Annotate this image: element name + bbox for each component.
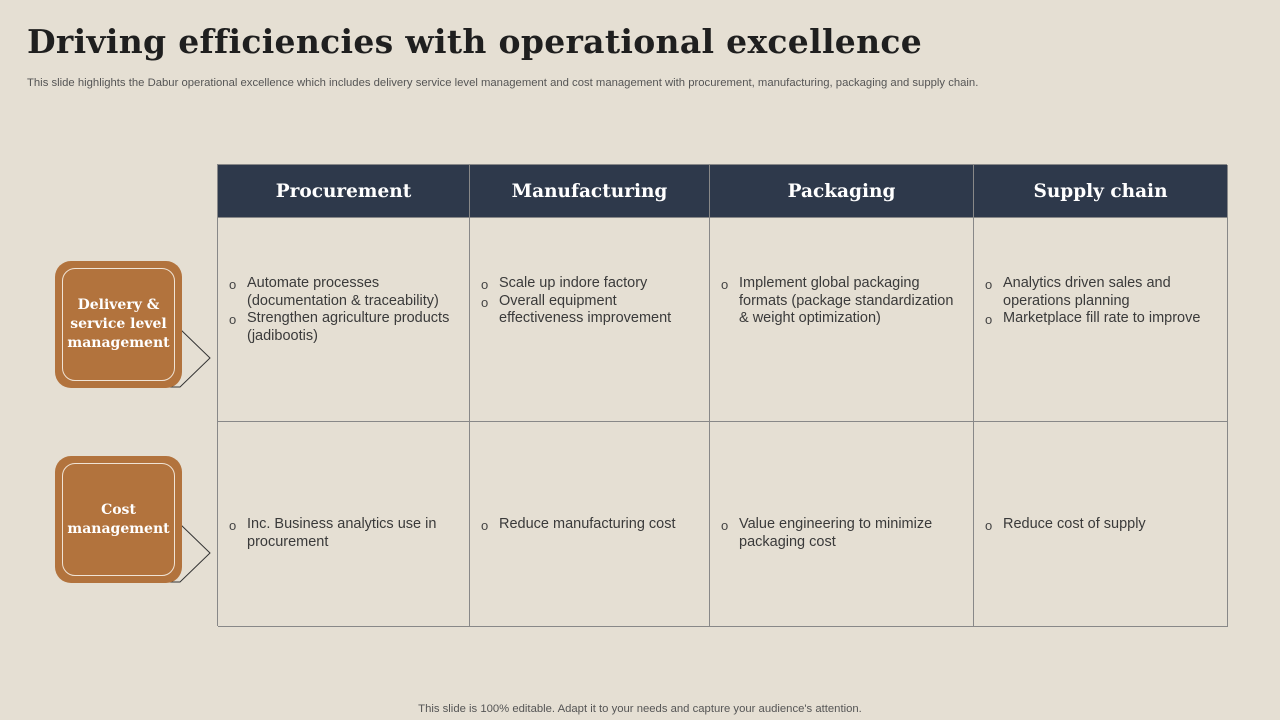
column-header: Packaging <box>710 165 974 218</box>
bullet-list: Automate processes (documentation & trac… <box>229 275 461 345</box>
bullet-item: Reduce cost of supply <box>985 516 1219 534</box>
table-cell: Inc. Business analytics use in procureme… <box>218 422 470 627</box>
bullet-list: Value engineering to minimize packaging … <box>721 516 965 551</box>
footer-note: This slide is 100% editable. Adapt it to… <box>418 703 862 715</box>
table-cell: Scale up indore factory Overall equipmen… <box>470 218 710 422</box>
table-cell: Value engineering to minimize packaging … <box>710 422 974 627</box>
bullet-list: Scale up indore factory Overall equipmen… <box>481 275 701 328</box>
bullet-item: Implement global packaging formats (pack… <box>721 275 965 328</box>
bullet-item: Value engineering to minimize packaging … <box>721 516 965 551</box>
bullet-list: Analytics driven sales and operations pl… <box>985 275 1219 328</box>
bullet-item: Marketplace fill rate to improve <box>985 310 1219 328</box>
bullet-item: Analytics driven sales and operations pl… <box>985 275 1219 310</box>
bullet-item: Automate processes (documentation & trac… <box>229 275 461 310</box>
row-label-text: Cost management <box>62 463 175 576</box>
slide-subtitle: This slide highlights the Dabur operatio… <box>27 77 979 89</box>
column-header: Procurement <box>218 165 470 218</box>
bullet-item: Reduce manufacturing cost <box>481 516 701 534</box>
table-cell: Automate processes (documentation & trac… <box>218 218 470 422</box>
bullet-item: Strengthen agriculture products (jadiboo… <box>229 310 461 345</box>
bullet-list: Reduce manufacturing cost <box>481 516 701 534</box>
row-label-text: Delivery & service level management <box>62 268 175 381</box>
table-cell: Analytics driven sales and operations pl… <box>974 218 1228 422</box>
bullet-list: Implement global packaging formats (pack… <box>721 275 965 328</box>
slide-title: Driving efficiencies with operational ex… <box>27 22 923 61</box>
excellence-table: Procurement Manufacturing Packaging Supp… <box>217 164 1228 627</box>
bullet-item: Inc. Business analytics use in procureme… <box>229 516 461 551</box>
table-cell: Reduce cost of supply <box>974 422 1228 627</box>
column-header: Supply chain <box>974 165 1228 218</box>
row-label-delivery: Delivery & service level management <box>55 261 182 388</box>
row-label-cost: Cost management <box>55 456 182 583</box>
bullet-list: Inc. Business analytics use in procureme… <box>229 516 461 551</box>
table-cell: Implement global packaging formats (pack… <box>710 218 974 422</box>
bullet-item: Overall equipment effectiveness improvem… <box>481 293 701 328</box>
bullet-list: Reduce cost of supply <box>985 516 1219 534</box>
table-cell: Reduce manufacturing cost <box>470 422 710 627</box>
column-header: Manufacturing <box>470 165 710 218</box>
bullet-item: Scale up indore factory <box>481 275 701 293</box>
